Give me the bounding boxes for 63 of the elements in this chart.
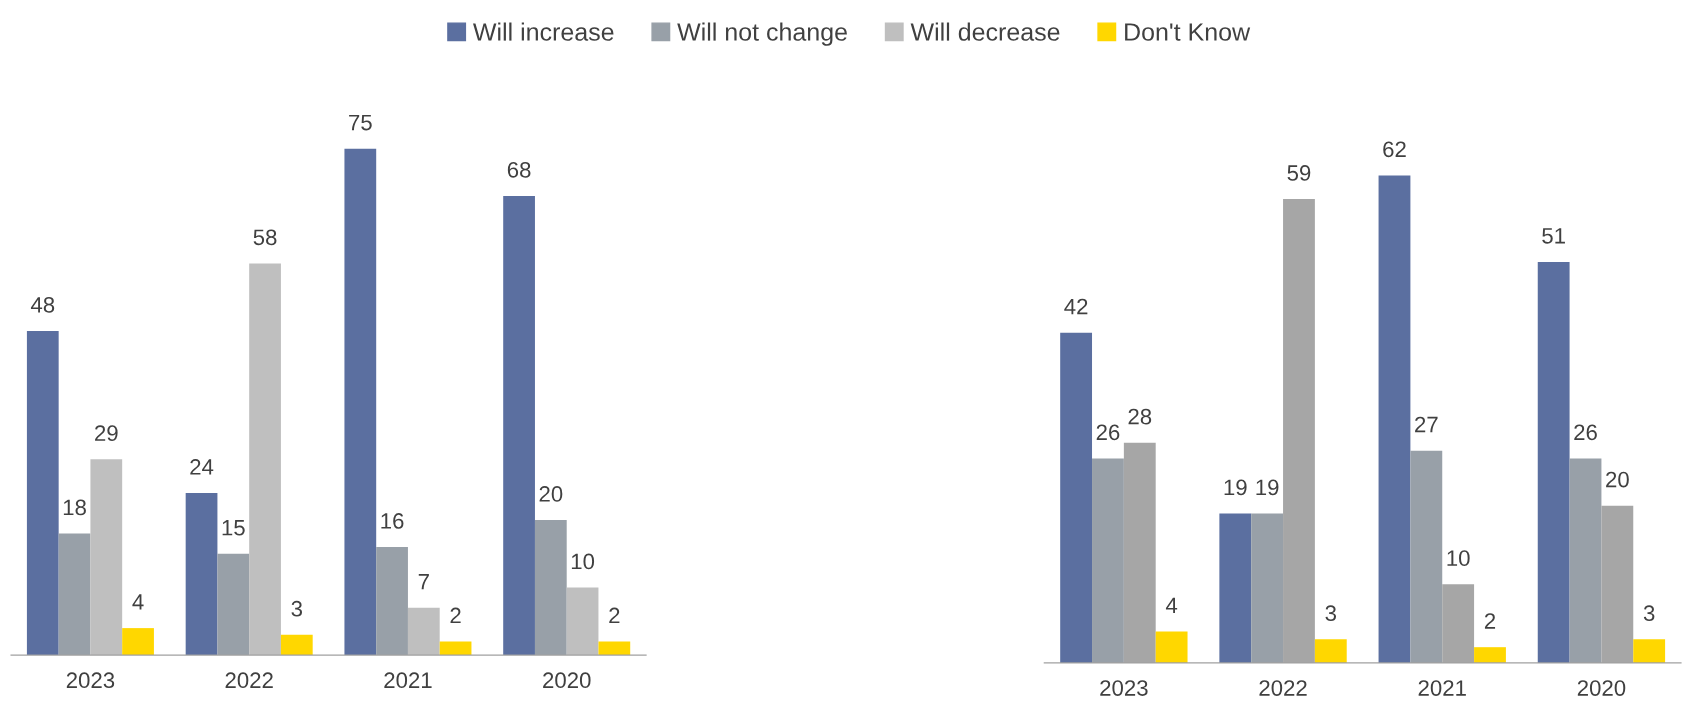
data-label: 51 [1542, 228, 1565, 244]
bar [1474, 647, 1506, 663]
data-label: 2 [450, 607, 461, 624]
x-tick-label: 2021 [384, 672, 432, 689]
data-label: 59 [1287, 165, 1311, 181]
data-label: 16 [381, 513, 404, 529]
bar [1219, 513, 1252, 663]
bar [26, 331, 59, 656]
data-label: 2 [609, 607, 620, 624]
data-label: 3 [1325, 605, 1337, 622]
data-label: 75 [349, 114, 372, 131]
data-label: 27 [1415, 416, 1438, 433]
data-label: 4 [1165, 597, 1178, 613]
data-label: 26 [1096, 424, 1120, 441]
bar [598, 641, 631, 656]
bar [407, 607, 440, 656]
x-tick-label: 2023 [66, 672, 115, 689]
bar [1060, 332, 1093, 663]
data-label: 15 [222, 520, 245, 536]
bar [566, 587, 599, 656]
data-label: 7 [418, 574, 429, 590]
legend-label: Will increase [473, 22, 614, 41]
bar [280, 634, 313, 656]
x-tick-label: 2020 [543, 672, 591, 689]
bar [249, 263, 281, 656]
data-label: 3 [291, 600, 303, 617]
legend-label: Don't Know [1125, 23, 1251, 41]
legend-label: Will not change [677, 22, 847, 46]
x-tick-label: 2020 [1577, 680, 1626, 696]
bar [1314, 639, 1347, 663]
data-label: 3 [1643, 605, 1655, 622]
data-label: 68 [507, 161, 531, 178]
bar [1633, 639, 1666, 663]
x-tick-label: 2022 [1259, 680, 1307, 696]
bar [1378, 175, 1411, 663]
data-label: 19 [1224, 479, 1247, 496]
data-label: 18 [63, 499, 86, 516]
data-label: 2 [1484, 613, 1496, 629]
data-label: 10 [571, 553, 595, 570]
data-label: 20 [539, 486, 563, 502]
data-label: 24 [190, 459, 214, 475]
x-tick-label: 2022 [225, 672, 273, 689]
data-label: 10 [1447, 550, 1470, 567]
data-label: 48 [30, 296, 55, 313]
bar [344, 148, 377, 656]
data-label: 62 [1383, 141, 1406, 158]
data-label: 20 [1606, 471, 1629, 488]
data-label: 28 [1128, 408, 1152, 425]
bar [1537, 261, 1570, 663]
x-tick-label: 2021 [1418, 680, 1466, 696]
data-label: 19 [1256, 479, 1279, 496]
bar [1155, 631, 1188, 663]
x-tick-label: 2023 [1100, 680, 1148, 696]
bar [90, 459, 123, 656]
bar [185, 493, 218, 656]
data-label: 42 [1064, 298, 1088, 315]
data-label: 58 [253, 229, 277, 246]
data-label: 29 [95, 425, 118, 442]
bar [503, 195, 535, 656]
bar [122, 628, 154, 656]
data-label: 4 [132, 594, 144, 610]
legend-label: Will decrease [910, 22, 1060, 41]
data-label: 26 [1574, 424, 1597, 441]
